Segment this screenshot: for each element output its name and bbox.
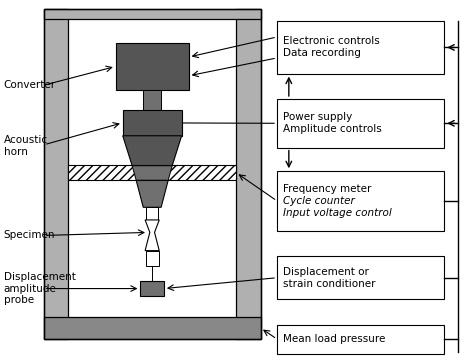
Polygon shape (132, 166, 172, 180)
Bar (277, 99, 444, 148)
Text: Input voltage control: Input voltage control (283, 208, 392, 218)
Text: Displacement or: Displacement or (283, 267, 369, 277)
Text: Mean load pressure: Mean load pressure (283, 334, 385, 344)
Text: Converter: Converter (4, 80, 56, 90)
Polygon shape (145, 220, 159, 251)
Bar (236, 9, 261, 339)
Text: Power supply: Power supply (283, 112, 352, 122)
Bar (116, 43, 189, 90)
Text: Specimen: Specimen (4, 230, 55, 241)
Text: Amplitude controls: Amplitude controls (283, 124, 382, 134)
Bar (277, 171, 444, 231)
Bar (146, 251, 159, 266)
Text: Acoustic
horn: Acoustic horn (4, 135, 48, 157)
Bar (44, 9, 68, 339)
Polygon shape (123, 136, 182, 166)
Bar (44, 9, 261, 339)
Bar (140, 281, 164, 296)
Bar (277, 325, 444, 353)
Polygon shape (136, 180, 168, 207)
Text: strain conditioner: strain conditioner (283, 279, 375, 289)
Bar (44, 9, 261, 19)
Text: Displacement
amplitude
probe: Displacement amplitude probe (4, 272, 76, 305)
Bar (277, 256, 444, 300)
Bar (68, 165, 236, 180)
Bar (123, 110, 182, 136)
Bar (44, 317, 261, 339)
Bar (68, 19, 236, 317)
Bar (146, 207, 158, 220)
Text: Electronic controls: Electronic controls (283, 36, 380, 47)
Bar (277, 21, 444, 74)
Text: Frequency meter: Frequency meter (283, 184, 371, 194)
Bar (143, 90, 161, 110)
Text: Data recording: Data recording (283, 48, 361, 58)
Text: Cycle counter: Cycle counter (283, 196, 355, 206)
